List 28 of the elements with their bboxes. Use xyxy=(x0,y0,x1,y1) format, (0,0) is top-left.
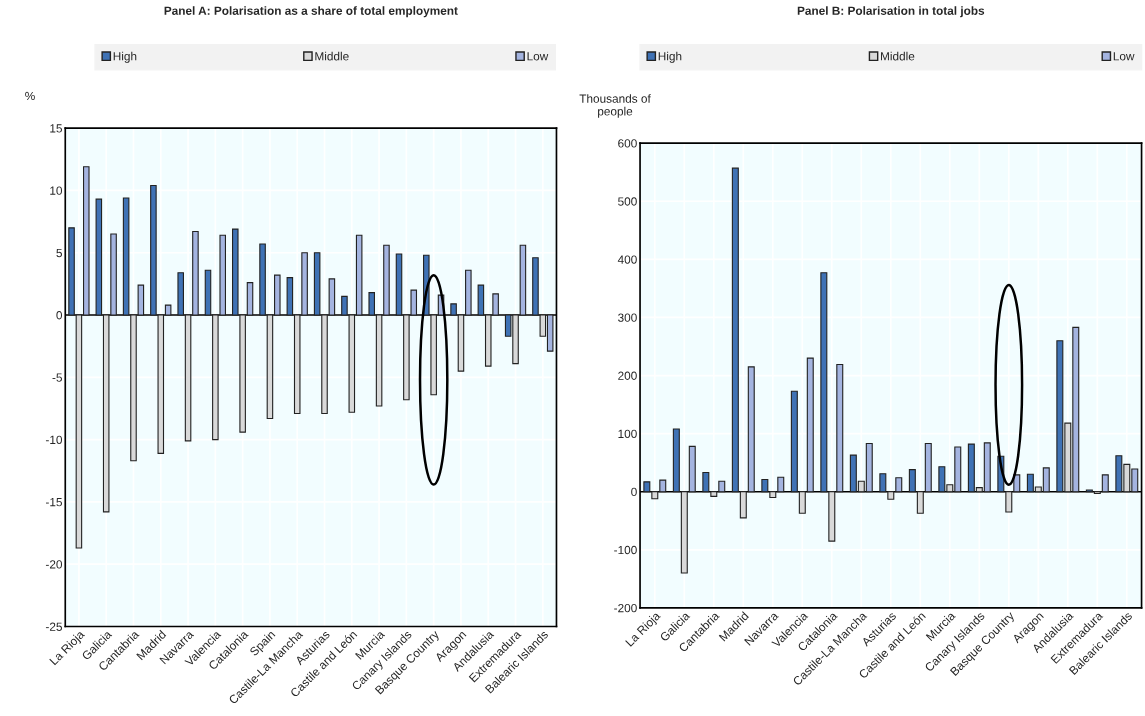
y-axis-title: % xyxy=(25,91,35,101)
legend-label: Middle xyxy=(315,51,349,61)
y-tick-label: -10 xyxy=(45,435,63,445)
chart-title: Panel B: Polarisation in total jobs xyxy=(797,6,985,18)
y-tick-label: 300 xyxy=(618,313,637,322)
y-tick-label: -15 xyxy=(45,498,62,507)
y-tick-label: -20 xyxy=(45,560,63,569)
chart-title: Panel A: Polarisation as a share of total employment xyxy=(164,6,458,18)
y-tick-label: -5 xyxy=(52,373,62,382)
legend-label: Low xyxy=(1113,52,1135,61)
y-tick-label: -25 xyxy=(45,622,62,631)
y-tick-label: 5 xyxy=(56,248,62,258)
legend-label: High xyxy=(658,51,682,63)
y-axis-title: Thousands of people xyxy=(579,94,651,118)
y-tick-label: 500 xyxy=(618,197,637,206)
y-tick-label: 10 xyxy=(50,186,63,195)
y-tick-label: 600 xyxy=(618,139,637,148)
legend-label: Middle xyxy=(881,51,915,61)
y-tick-label: -200 xyxy=(614,603,637,613)
y-tick-label: 200 xyxy=(618,371,637,380)
y-tick-label: 0 xyxy=(56,311,63,320)
y-tick-label: -100 xyxy=(614,545,637,555)
y-tick-label: 0 xyxy=(631,487,637,497)
y-tick-label: 400 xyxy=(617,255,637,264)
legend-label: High xyxy=(113,51,137,63)
y-tick-label: 15 xyxy=(50,124,62,133)
legend-label: Low xyxy=(527,52,549,61)
y-tick-label: 100 xyxy=(618,429,637,439)
